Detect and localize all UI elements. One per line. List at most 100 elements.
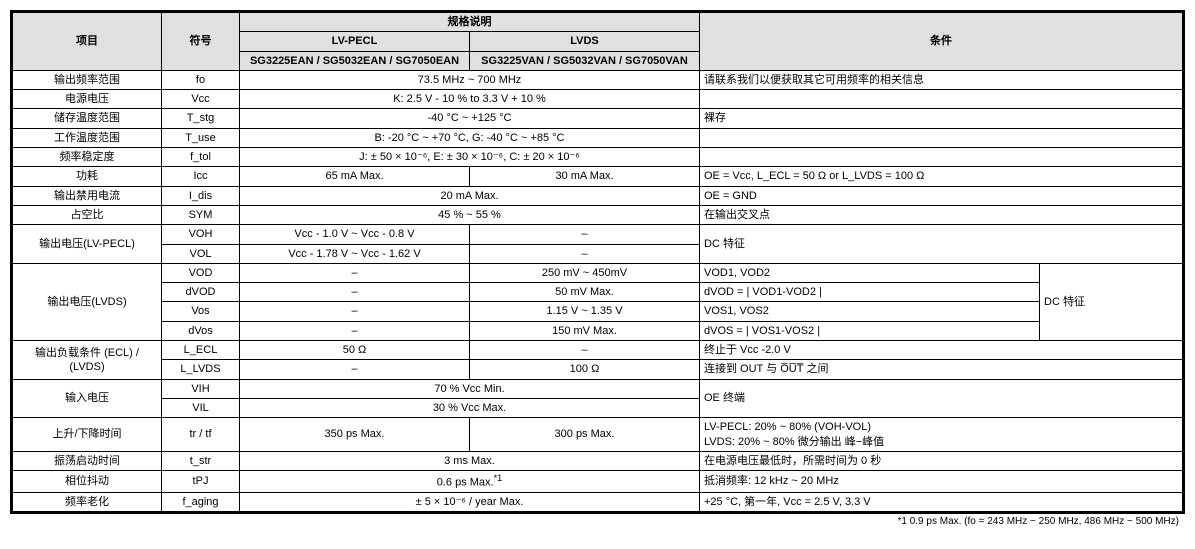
cell: VOH — [162, 225, 240, 244]
cell — [700, 148, 1184, 167]
cell: OE 终端 — [700, 379, 1184, 418]
cell: B: -20 °C ~ +70 °C, G: -40 °C ~ +85 °C — [240, 128, 700, 147]
cell: 50 mV Max. — [470, 283, 700, 302]
hdr-symbol: 符号 — [162, 12, 240, 71]
cell: 上升/下降时间 — [12, 418, 162, 452]
cell: fo — [162, 70, 240, 89]
cell: VOS1, VOS2 — [700, 302, 1040, 321]
cell: Vcc — [162, 90, 240, 109]
cell: 70 % Vcc Min. — [240, 379, 700, 398]
cell: T_use — [162, 128, 240, 147]
cell: 3 ms Max. — [240, 451, 700, 470]
cell: t_str — [162, 451, 240, 470]
footnote: *1 0.9 ps Max. (fo = 243 MHz ~ 250 MHz, … — [10, 514, 1185, 527]
cell: OE = Vcc, L_ECL = 50 Ω or L_LVDS = 100 Ω — [700, 167, 1184, 186]
table-row: dVOD – 50 mV Max. dVOD = | VOD1-VOD2 | — [12, 283, 1184, 302]
cell: LV-PECL: 20% ~ 80% (VOH-VOL) LVDS: 20% ~… — [700, 418, 1184, 452]
cell: 在输出交叉点 — [700, 205, 1184, 224]
hdr-lvpecl-sub: SG3225EAN / SG5032EAN / SG7050EAN — [240, 51, 470, 70]
cell: OE = GND — [700, 186, 1184, 205]
cell: – — [240, 263, 470, 282]
cell: 30 % Vcc Max. — [240, 398, 700, 417]
cell: 工作温度范围 — [12, 128, 162, 147]
table-row: 相位抖动 tPJ 0.6 ps Max.*1 抵消频率: 12 kHz ~ 20… — [12, 471, 1184, 493]
cell: 裸存 — [700, 109, 1184, 128]
hdr-condition: 条件 — [700, 12, 1184, 71]
cell: 振荡启动时间 — [12, 451, 162, 470]
cell: 功耗 — [12, 167, 162, 186]
cell: dVOS = | VOS1-VOS2 | — [700, 321, 1040, 340]
cell: VOD1, VOD2 — [700, 263, 1040, 282]
table-row: 电源电压 Vcc K: 2.5 V - 10 % to 3.3 V + 10 % — [12, 90, 1184, 109]
table-row: 输出电压(LV-PECL) VOH Vcc - 1.0 V ~ Vcc - 0.… — [12, 225, 1184, 244]
table-row: 储存温度范围 T_stg -40 °C ~ +125 °C 裸存 — [12, 109, 1184, 128]
cell: SYM — [162, 205, 240, 224]
cell: – — [240, 321, 470, 340]
cell: 输入电压 — [12, 379, 162, 418]
cell: 储存温度范围 — [12, 109, 162, 128]
cell: – — [470, 244, 700, 263]
table-row: 工作温度范围 T_use B: -20 °C ~ +70 °C, G: -40 … — [12, 128, 1184, 147]
table-row: 输出频率范围 fo 73.5 MHz ~ 700 MHz 请联系我们以便获取其它… — [12, 70, 1184, 89]
cell: 输出频率范围 — [12, 70, 162, 89]
text: 0.6 ps Max. — [437, 477, 494, 489]
cell: Vos — [162, 302, 240, 321]
hdr-item: 项目 — [12, 12, 162, 71]
text: LVDS: 20% ~ 80% 微分输出 峰−峰值 — [704, 436, 884, 448]
cell: 输出电压(LV-PECL) — [12, 225, 162, 264]
table-row: 频率老化 f_aging ± 5 × 10⁻⁶ / year Max. +25 … — [12, 493, 1184, 513]
table-row: 输入电压 VIH 70 % Vcc Min. OE 终端 — [12, 379, 1184, 398]
cell: VIH — [162, 379, 240, 398]
cell: L_LVDS — [162, 360, 240, 379]
cell: dVOD = | VOD1-VOD2 | — [700, 283, 1040, 302]
cell: 30 mA Max. — [470, 167, 700, 186]
cell: VOL — [162, 244, 240, 263]
cell — [700, 128, 1184, 147]
table-row: dVos – 150 mV Max. dVOS = | VOS1-VOS2 | — [12, 321, 1184, 340]
cell: – — [470, 225, 700, 244]
cell: 终止于 Vcc -2.0 V — [700, 341, 1184, 360]
cell: L_ECL — [162, 341, 240, 360]
cell: T_stg — [162, 109, 240, 128]
cell: +25 °C, 第一年, Vcc = 2.5 V, 3.3 V — [700, 493, 1184, 513]
cell: 占空比 — [12, 205, 162, 224]
cell: ± 5 × 10⁻⁶ / year Max. — [240, 493, 700, 513]
cell: 50 Ω — [240, 341, 470, 360]
table-row: 上升/下降时间 tr / tf 350 ps Max. 300 ps Max. … — [12, 418, 1184, 452]
cell: 1.15 V ~ 1.35 V — [470, 302, 700, 321]
table-row: Vos – 1.15 V ~ 1.35 V VOS1, VOS2 — [12, 302, 1184, 321]
cell: 抵消频率: 12 kHz ~ 20 MHz — [700, 471, 1184, 493]
cell: 0.6 ps Max.*1 — [240, 471, 700, 493]
cell: f_aging — [162, 493, 240, 513]
table-row: 输出电压(LVDS) VOD – 250 mV ~ 450mV VOD1, VO… — [12, 263, 1184, 282]
cell: Icc — [162, 167, 240, 186]
cell: tPJ — [162, 471, 240, 493]
cell: VIL — [162, 398, 240, 417]
cell: dVOD — [162, 283, 240, 302]
hdr-lvds: LVDS — [470, 32, 700, 51]
table-row: 功耗 Icc 65 mA Max. 30 mA Max. OE = Vcc, L… — [12, 167, 1184, 186]
cell: 电源电压 — [12, 90, 162, 109]
table-row: 占空比 SYM 45 % ~ 55 % 在输出交叉点 — [12, 205, 1184, 224]
cell — [700, 90, 1184, 109]
cell: -40 °C ~ +125 °C — [240, 109, 700, 128]
spec-table: 项目 符号 规格说明 条件 LV-PECL LVDS SG3225EAN / S… — [10, 10, 1185, 514]
cell: – — [240, 302, 470, 321]
cell: 100 Ω — [470, 360, 700, 379]
table-row: L_LVDS – 100 Ω 连接到 OUT 与 O̅U̅T̅ 之间 — [12, 360, 1184, 379]
cell: 150 mV Max. — [470, 321, 700, 340]
cell: 输出电压(LVDS) — [12, 263, 162, 340]
cell: 频率老化 — [12, 493, 162, 513]
cell: 20 mA Max. — [240, 186, 700, 205]
cell: 45 % ~ 55 % — [240, 205, 700, 224]
cell: 输出禁用电流 — [12, 186, 162, 205]
hdr-lvpecl: LV-PECL — [240, 32, 470, 51]
cell: 频率稳定度 — [12, 148, 162, 167]
cell: Vcc - 1.0 V ~ Vcc - 0.8 V — [240, 225, 470, 244]
cell: 请联系我们以便获取其它可用频率的相关信息 — [700, 70, 1184, 89]
cell: dVos — [162, 321, 240, 340]
cell: – — [240, 360, 470, 379]
cell: I_dis — [162, 186, 240, 205]
hdr-spec: 规格说明 — [240, 12, 700, 32]
table-row: 频率稳定度 f_tol J: ± 50 × 10⁻⁶, E: ± 30 × 10… — [12, 148, 1184, 167]
